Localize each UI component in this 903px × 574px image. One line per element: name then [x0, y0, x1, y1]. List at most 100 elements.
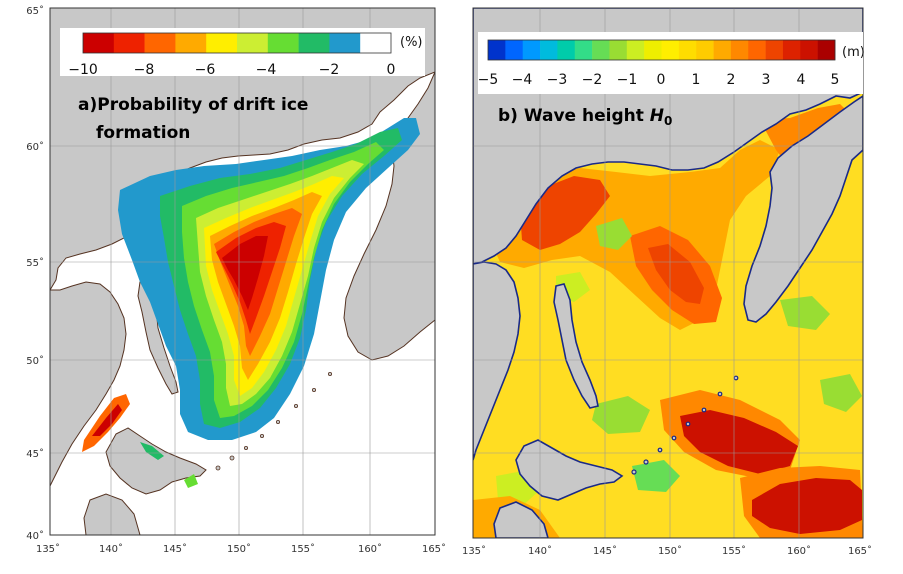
lon-label-b-155: 155˚: [722, 545, 746, 557]
colorbar-b-tick-7: 2: [727, 72, 736, 88]
colorbar-b-cell: [557, 40, 576, 60]
colorbar-b-tick-4: −1: [617, 72, 638, 88]
colorbar-a-cell: [298, 33, 330, 53]
mainland-south-b: [473, 261, 521, 461]
lat-label-50: 50˚: [26, 355, 44, 367]
lon-label-a-155: 155˚: [291, 543, 315, 555]
honshu-b: [493, 501, 549, 538]
colorbar-a-tick-0: −10: [68, 62, 98, 78]
ice-hokkaido-coast: [140, 442, 164, 460]
lon-label-a-135: 135˚: [36, 543, 60, 555]
colorbar-a-unit: (%): [400, 35, 423, 50]
panel-b-title-subscript: 0: [664, 114, 672, 128]
panel-a-frame: [49, 7, 436, 536]
mainland-asia-a: [50, 8, 435, 291]
panel-b: (m) −5 −4 −3 −2 −1 0 1 2 3 4 5 b) Wave h…: [462, 7, 872, 557]
panel-a: (%) −10 −8 −6 −4 −2 0 a)Probability of d…: [26, 5, 446, 555]
lon-label-b-165: 165˚: [848, 545, 872, 557]
colorbar-a-cell: [113, 33, 145, 53]
colorbar-b-tick-3: −2: [582, 72, 603, 88]
colorbar-b-cell: [540, 40, 558, 60]
colorbar-b-cells: [487, 39, 836, 61]
honshu-a: [83, 493, 141, 535]
lon-label-a-160: 160˚: [358, 543, 382, 555]
colorbar-b-cell: [609, 40, 628, 60]
panel-b-title: b) Wave height H0: [498, 106, 672, 128]
colorbar-b-cell: [488, 40, 506, 60]
colorbar-a-cell: [206, 33, 238, 53]
wave-green-patch-4: [632, 460, 680, 492]
panel-a-title-line2: formation: [96, 123, 190, 143]
colorbar-b-cell: [592, 40, 610, 60]
colorbar-b-cell: [626, 40, 645, 60]
colorbar-a-tick-2: −6: [195, 62, 216, 78]
colorbar-b-cell: [696, 40, 714, 60]
panel-a-grid: [50, 8, 435, 535]
colorbar-a-cell: [144, 33, 176, 53]
colorbar-b-cell: [782, 40, 801, 60]
colorbar-a-cell: [360, 33, 392, 53]
colorbar-b-unit: (m): [842, 45, 865, 60]
lon-label-b-140: 140˚: [528, 545, 552, 557]
lat-label-45: 45˚: [26, 448, 44, 460]
colorbar-b-cell: [661, 40, 680, 60]
colorbar-b-tick-6: 1: [692, 72, 701, 88]
colorbar-a-tick-3: −4: [256, 62, 277, 78]
wave-darkred-south-1: [680, 410, 798, 474]
lon-label-a-140: 140˚: [99, 543, 123, 555]
colorbar-a-cell: [83, 33, 115, 53]
colorbar-b-cell: [644, 40, 662, 60]
colorbar-a-cell: [329, 33, 361, 53]
colorbar-b-cell: [730, 40, 749, 60]
colorbar-b-tick-5: 0: [657, 72, 666, 88]
colorbar-b-cell: [817, 40, 836, 60]
panel-b-frame: [472, 7, 864, 539]
panel-b-grid: [473, 8, 863, 538]
panel-a-title-line1: a)Probability of drift ice: [78, 95, 308, 115]
colorbar-a-tick-5: 0: [387, 62, 396, 78]
colorbar-b: (m) −5 −4 −3 −2 −1 0 1 2 3 4 5: [478, 32, 865, 94]
wave-green-patch-5: [780, 296, 830, 330]
colorbar-a-tick-1: −8: [134, 62, 155, 78]
colorbar-b-tick-9: 4: [797, 72, 806, 88]
colorbar-b-cell: [765, 40, 784, 60]
mainland-south-a: [50, 281, 127, 487]
lon-label-a-150: 150˚: [227, 543, 251, 555]
colorbar-b-tick-10: 5: [831, 72, 840, 88]
lon-label-b-150: 150˚: [658, 545, 682, 557]
kuril-islands-a: [215, 371, 332, 471]
lon-label-b-160: 160˚: [787, 545, 811, 557]
lat-label-65: 65˚: [26, 5, 44, 17]
lat-label-55: 55˚: [26, 257, 44, 269]
wave-red-okhotsk-inner: [648, 244, 704, 304]
lon-label-a-165: 165˚: [422, 543, 446, 555]
drift-ice-field: [82, 118, 420, 488]
wave-height-field: [473, 104, 863, 538]
colorbar-b-tick-2: −3: [547, 72, 568, 88]
colorbar-a-tick-4: −2: [319, 62, 340, 78]
lat-label-40: 40˚: [26, 530, 44, 542]
colorbar-b-cell: [748, 40, 766, 60]
ice-tatar-strait-core: [92, 404, 122, 436]
wave-darkred-south-2: [752, 478, 862, 534]
ice-shiretoko: [184, 474, 198, 488]
colorbar-a: (%) −10 −8 −6 −4 −2 0: [60, 28, 425, 78]
colorbar-a-cell: [237, 33, 269, 53]
colorbar-a-cell: [175, 33, 207, 53]
colorbar-b-cell: [505, 40, 523, 60]
wave-green-patch-7: [820, 374, 862, 412]
colorbar-b-cell: [713, 40, 732, 60]
colorbar-b-cell: [800, 40, 818, 60]
colorbar-b-cell: [522, 40, 541, 60]
panel-b-title-symbol: H: [650, 106, 664, 126]
sakhalin-b: [553, 283, 599, 409]
kamchatka-b: [743, 95, 863, 323]
colorbar-b-cell: [574, 40, 593, 60]
lon-label-b-135: 135˚: [462, 545, 486, 557]
lon-label-a-145: 145˚: [163, 543, 187, 555]
kuril-islands-b: [631, 375, 739, 475]
colorbar-a-outline: [82, 32, 392, 54]
colorbar-a-cells: [82, 32, 392, 54]
panel-b-title-prefix: b) Wave height: [498, 106, 650, 126]
